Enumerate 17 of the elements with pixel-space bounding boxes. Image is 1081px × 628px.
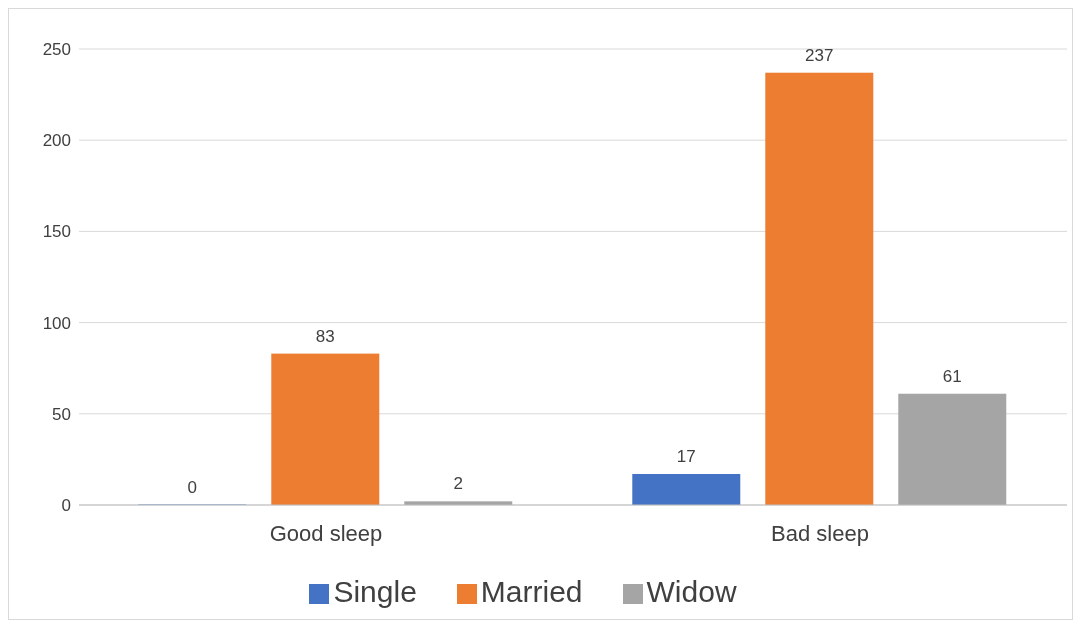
- legend-label: Widow: [646, 575, 737, 608]
- data-label: 17: [676, 446, 696, 466]
- data-label: 0: [187, 478, 198, 497]
- data-label: 237: [805, 45, 834, 65]
- x-tick-label: Good sleep: [269, 520, 383, 546]
- legend-label: Single: [333, 575, 417, 608]
- y-tick-label: 150: [42, 222, 71, 242]
- data-label: 61: [942, 366, 962, 386]
- data-label: 2: [453, 474, 464, 494]
- y-tick-label: 100: [42, 313, 71, 333]
- y-tick-label: 250: [42, 40, 71, 60]
- y-tick-label: 50: [52, 404, 71, 424]
- legend-label: Married: [480, 575, 583, 608]
- data-label: 83: [315, 326, 335, 346]
- y-tick-label: 0: [61, 496, 71, 516]
- x-tick-label: Bad sleep: [771, 520, 869, 546]
- y-tick-label: 200: [42, 131, 71, 151]
